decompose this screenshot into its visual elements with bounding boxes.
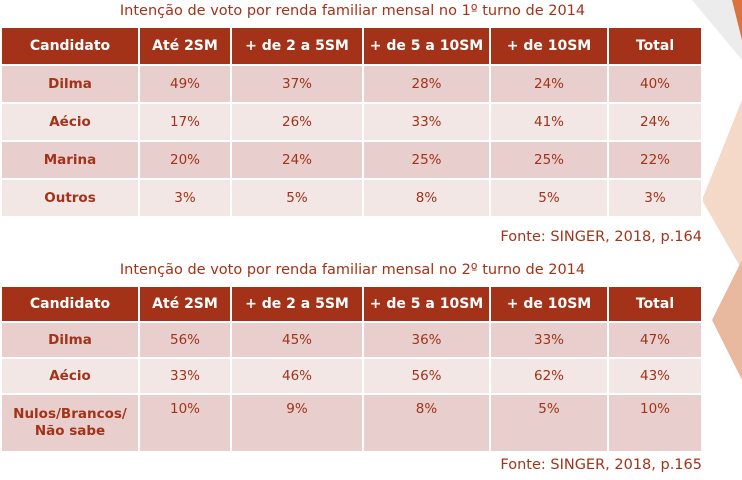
value-cell: 22% — [609, 142, 703, 180]
value-cell: 62% — [491, 359, 609, 395]
value-cell: 3% — [609, 180, 703, 218]
value-cell: 45% — [232, 323, 364, 359]
table-row: Dilma 56% 45% 36% 33% 47% — [2, 323, 703, 359]
candidate-cell: Outros — [2, 180, 140, 218]
table2-source: Fonte: SINGER, 2018, p.165 — [500, 457, 702, 473]
value-cell: 24% — [609, 104, 703, 142]
value-cell: 46% — [232, 359, 364, 395]
table1-title: Intenção de voto por renda familiar mens… — [119, 3, 586, 19]
value-cell: 36% — [364, 323, 491, 359]
value-cell: 10% — [609, 395, 703, 453]
header-cell: Total — [609, 28, 703, 66]
value-cell: 3% — [140, 180, 232, 218]
slide-decoration — [692, 0, 742, 380]
value-cell: 24% — [491, 66, 609, 104]
table-row: Outros 3% 5% 8% 5% 3% — [2, 180, 703, 218]
table-row: Aécio 17% 26% 33% 41% 24% — [2, 104, 703, 142]
value-cell: 33% — [364, 104, 491, 142]
value-cell: 20% — [140, 142, 232, 180]
vote-intention-table-round2: Candidato Até 2SM + de 2 a 5SM + de 5 a … — [2, 287, 703, 453]
deco-triangle-mid — [702, 100, 742, 270]
header-cell: Candidato — [2, 287, 140, 323]
candidate-cell: Aécio — [2, 359, 140, 395]
value-cell: 33% — [491, 323, 609, 359]
value-cell: 37% — [232, 66, 364, 104]
header-cell: Até 2SM — [140, 287, 232, 323]
value-cell: 25% — [491, 142, 609, 180]
deco-triangle-lower — [712, 260, 742, 380]
value-cell: 28% — [364, 66, 491, 104]
value-cell: 8% — [364, 180, 491, 218]
header-cell: + de 2 a 5SM — [232, 28, 364, 66]
value-cell: 26% — [232, 104, 364, 142]
header-cell: + de 5 a 10SM — [364, 287, 491, 323]
value-cell: 5% — [232, 180, 364, 218]
deco-triangle-top — [692, 0, 742, 60]
value-cell: 10% — [140, 395, 232, 453]
value-cell: 40% — [609, 66, 703, 104]
table2-title: Intenção de voto por renda familiar mens… — [119, 262, 586, 278]
value-cell: 49% — [140, 66, 232, 104]
value-cell: 5% — [491, 180, 609, 218]
candidate-cell: Dilma — [2, 323, 140, 359]
value-cell: 41% — [491, 104, 609, 142]
table-header-row: Candidato Até 2SM + de 2 a 5SM + de 5 a … — [2, 287, 703, 323]
header-cell: + de 2 a 5SM — [232, 287, 364, 323]
candidate-cell: Marina — [2, 142, 140, 180]
table-header-row: Candidato Até 2SM + de 2 a 5SM + de 5 a … — [2, 28, 703, 66]
value-cell: 25% — [364, 142, 491, 180]
value-cell: 56% — [140, 323, 232, 359]
deco-triangle-orange — [732, 0, 742, 40]
table-row: Marina 20% 24% 25% 25% 22% — [2, 142, 703, 180]
value-cell: 47% — [609, 323, 703, 359]
header-cell: Total — [609, 287, 703, 323]
value-cell: 56% — [364, 359, 491, 395]
header-cell: Candidato — [2, 28, 140, 66]
header-cell: Até 2SM — [140, 28, 232, 66]
candidate-cell: Aécio — [2, 104, 140, 142]
value-cell: 24% — [232, 142, 364, 180]
value-cell: 33% — [140, 359, 232, 395]
table-row: Nulos/Brancos/ Não sabe 10% 9% 8% 5% 10% — [2, 395, 703, 453]
header-cell: + de 5 a 10SM — [364, 28, 491, 66]
table-row: Dilma 49% 37% 28% 24% 40% — [2, 66, 703, 104]
value-cell: 43% — [609, 359, 703, 395]
candidate-cell: Dilma — [2, 66, 140, 104]
value-cell: 8% — [364, 395, 491, 453]
table1-source: Fonte: SINGER, 2018, p.164 — [500, 229, 702, 245]
vote-intention-table-round1: Candidato Até 2SM + de 2 a 5SM + de 5 a … — [2, 28, 703, 218]
value-cell: 5% — [491, 395, 609, 453]
header-cell: + de 10SM — [491, 28, 609, 66]
value-cell: 17% — [140, 104, 232, 142]
value-cell: 9% — [232, 395, 364, 453]
candidate-cell: Nulos/Brancos/ Não sabe — [2, 395, 140, 453]
table-row: Aécio 33% 46% 56% 62% 43% — [2, 359, 703, 395]
header-cell: + de 10SM — [491, 287, 609, 323]
